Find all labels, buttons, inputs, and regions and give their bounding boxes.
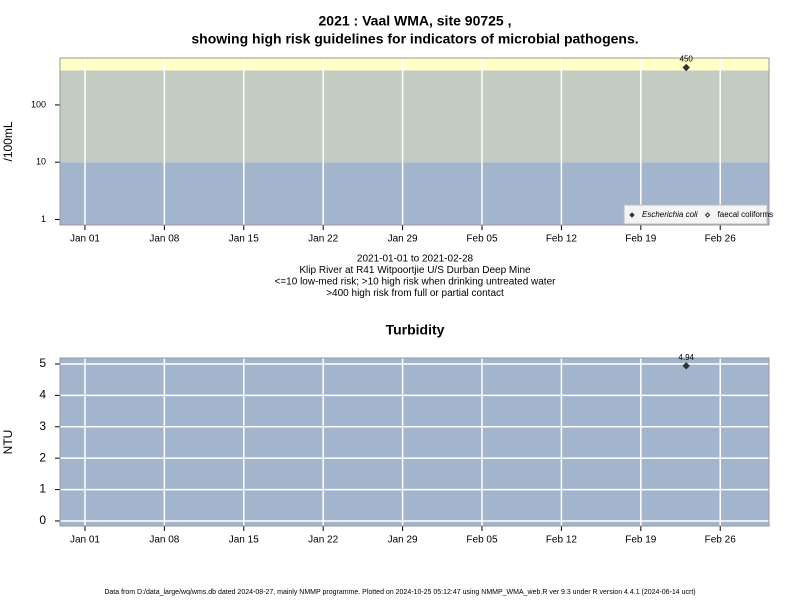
chart-title: Turbidity [386,322,445,338]
note: 2021-01-01 to 2021-02-28 [357,254,474,265]
y-tick-label: 0 [39,513,46,527]
footer: Data from D:/data_large/wq/wms.db dated … [104,589,695,596]
y-axis-label: /100mL [1,121,15,161]
x-tick-label: Feb 26 [705,234,737,245]
y-tick-label: 100 [31,99,46,109]
x-tick-label: Jan 08 [149,234,179,245]
x-tick-label: Feb 19 [625,234,657,245]
y-tick-label: 4 [39,388,46,402]
data-point [682,362,690,370]
note: Klip River at R41 Witpoortjie U/S Durban… [299,265,531,276]
x-tick-label: Jan 08 [149,535,179,546]
x-tick-label: Feb 05 [466,234,498,245]
plot-frame [59,357,770,527]
x-tick-label: Feb 12 [546,234,578,245]
note: <=10 low-med risk; >10 high risk when dr… [275,277,557,288]
note: >400 high risk from full or partial cont… [326,288,504,299]
x-tick-label: Jan 29 [388,234,418,245]
data-point [682,63,690,72]
x-tick-label: Jan 22 [308,535,338,546]
legend-marker [629,212,635,218]
y-tick-label: 10 [36,157,46,167]
y-tick-label: 5 [39,356,46,370]
y-axis-label: NTU [1,430,15,455]
plot-frame [59,57,770,226]
x-tick-label: Feb 26 [705,535,737,546]
legend-marker [704,212,711,218]
legend: Escherichia coli faecal coliforms [623,204,774,225]
x-tick-label: Jan 01 [70,234,100,245]
x-tick-label: Feb 05 [466,535,498,546]
plot-background [60,358,769,526]
x-tick-label: Feb 12 [546,535,578,546]
chart-title: 2021 : Vaal WMA, site 90725 , [319,13,512,29]
legend-box [623,204,768,225]
chart-title: showing high risk guidelines for indicat… [191,31,638,47]
legend-label: Escherichia coli [642,210,698,219]
x-tick-label: Feb 19 [625,535,657,546]
risk-band [60,58,769,71]
y-tick-label: 3 [39,419,46,433]
data-label: 450 [680,55,694,64]
x-tick-label: Jan 01 [70,535,100,546]
y-tick-label: 1 [39,482,46,496]
legend-label: faecal coliforms [718,210,774,219]
y-tick-label: 1 [41,214,46,224]
x-tick-label: Jan 15 [229,535,259,546]
y-tick-label: 2 [39,450,46,464]
x-tick-label: Jan 29 [388,535,418,546]
x-tick-label: Jan 15 [229,234,259,245]
data-label: 4.94 [678,353,694,362]
x-tick-label: Jan 22 [308,234,338,245]
risk-band [60,70,769,163]
